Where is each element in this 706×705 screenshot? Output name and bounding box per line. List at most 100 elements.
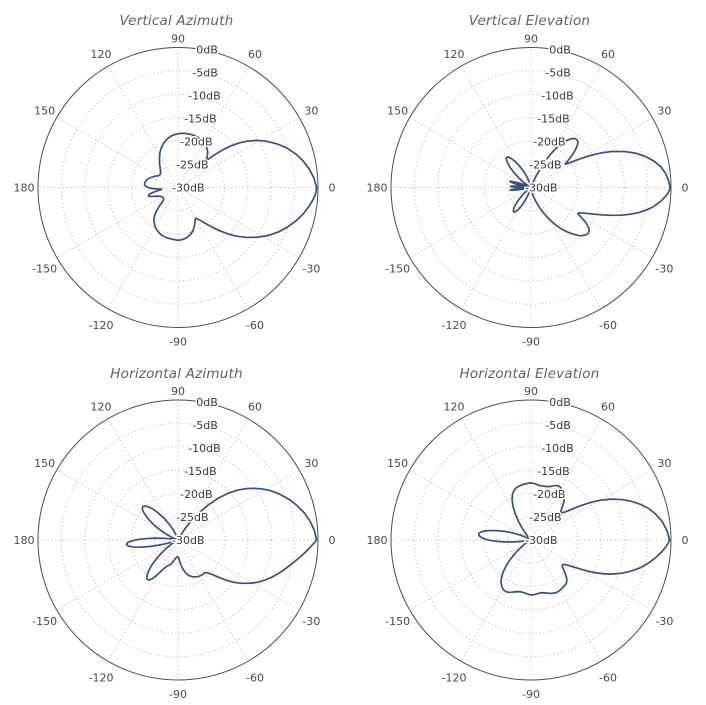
angle-tick-label: 120 [444, 48, 465, 61]
radial-gridlines [60, 422, 296, 658]
radial-tick-label: -25dB [529, 159, 562, 172]
polar-plot-horizontal-elevation: 0 30 60 90 120 150 180 -150 -120 -90 -60 -30 0dB -5dB… [367, 385, 689, 701]
radial-gridline [437, 93, 625, 282]
radial-tick-labels: 0dB -5dB -10dB -15dB -20dB -25dB -30dB [171, 42, 223, 196]
polar-plot-horizontal-azimuth: 0 30 60 90 120 150 180 -150 -120 -90 -60 -30 0dB -5dB… [14, 385, 336, 701]
angle-gridline [177, 66, 249, 188]
angle-tick-label: 120 [91, 48, 112, 61]
angle-gridline [409, 117, 532, 188]
radial-tick-label: -25dB [176, 159, 209, 172]
angle-tick-label: 0 [329, 182, 336, 195]
radial-tick-label: -15dB [184, 465, 217, 478]
angle-tick-label: 90 [171, 385, 185, 398]
angle-tick-label: -120 [442, 671, 467, 684]
angle-gridline [107, 187, 179, 309]
angle-tick-labels: 0 30 60 90 120 150 180 -150 -120 -90 -60 -30 [14, 385, 336, 701]
angle-tick-label: 60 [601, 401, 615, 414]
angle-tick-label: 60 [248, 48, 262, 61]
angle-tick-label: 120 [444, 401, 465, 414]
angle-gridline [530, 418, 602, 541]
chart-title-horizontal-elevation: Horizontal Elevation [459, 366, 600, 382]
angle-gridline [409, 469, 532, 541]
radial-gridline [130, 140, 226, 235]
angle-gridline [460, 187, 532, 309]
chart-horizontal-azimuth: Horizontal Azimuth 0 30 60 90 120 150 180 -150 -… [0, 353, 353, 705]
pattern-curve [143, 132, 318, 242]
angle-gridline [107, 539, 179, 662]
angle-tick-label: -150 [32, 263, 57, 276]
radial-gridline [507, 516, 555, 564]
polar-plot-vertical-azimuth: 0 30 60 90 120 150 180 -150 -120 -90 -60 -30 0dB -5dB… [14, 33, 336, 349]
radial-tick-label: -5dB [545, 67, 571, 80]
angle-tick-label: -90 [522, 688, 540, 701]
angle-gridline [409, 539, 532, 611]
radial-tick-label: -30dB [525, 534, 558, 547]
radial-tick-label: -15dB [537, 113, 570, 126]
angle-tick-label: -150 [385, 615, 410, 628]
angle-gridline [107, 66, 179, 188]
radial-gridline [60, 70, 296, 305]
radial-gridline [483, 140, 579, 235]
pattern-curve [505, 137, 671, 237]
angle-tick-label: 180 [367, 534, 388, 547]
radial-tick-label: -15dB [537, 465, 570, 478]
angle-tick-label: -120 [89, 671, 114, 684]
radial-gridline [437, 446, 625, 634]
radial-tick-label: -25dB [529, 511, 562, 524]
chart-title-vertical-elevation: Vertical Elevation [468, 13, 591, 29]
chart-title-vertical-azimuth: Vertical Azimuth [119, 13, 234, 29]
angle-gridline [177, 539, 249, 662]
angle-tick-label: 30 [657, 105, 671, 118]
angle-gridline [177, 117, 300, 188]
angle-tick-label: -120 [89, 319, 114, 332]
angle-tick-label: -120 [442, 319, 467, 332]
radial-tick-label: -30dB [172, 534, 205, 547]
angle-gridline [530, 539, 653, 611]
angle-tick-label: 30 [304, 105, 318, 118]
outer-ring [390, 47, 672, 328]
angle-gridline [177, 187, 300, 258]
angle-tick-label: 120 [91, 401, 112, 414]
radial-tick-label: -10dB [541, 90, 574, 103]
angle-tick-label: -150 [32, 615, 57, 628]
angle-gridline [530, 539, 602, 662]
angle-tick-label: 180 [367, 182, 388, 195]
angle-gridline [530, 187, 653, 258]
angle-tick-label: -60 [246, 671, 264, 684]
radial-gridline [154, 163, 202, 212]
radial-gridline [483, 492, 579, 588]
radial-tick-label: -30dB [172, 182, 205, 195]
angle-tick-label: 180 [14, 182, 35, 195]
radial-tick-labels: 0dB -5dB -10dB -15dB -20dB -25dB -30dB [524, 42, 576, 196]
angle-tick-labels: 0 30 60 90 120 150 180 -150 -120 -90 -60 -30 [367, 33, 689, 349]
radial-gridline [460, 469, 602, 611]
radial-gridline [130, 492, 226, 588]
angle-tick-label: -90 [169, 336, 187, 349]
radial-tick-label: -5dB [192, 419, 218, 432]
radial-tick-label: -10dB [188, 442, 221, 455]
angle-gridline [530, 187, 602, 309]
angle-tick-labels: 0 30 60 90 120 150 180 -150 -120 -90 -60 -30 [367, 385, 689, 701]
angle-gridline [56, 539, 179, 611]
angle-tick-label: -30 [655, 263, 673, 276]
chart-title-horizontal-azimuth: Horizontal Azimuth [110, 366, 243, 382]
angle-tick-label: -30 [302, 615, 320, 628]
radial-tick-label: -20dB [533, 136, 566, 149]
radial-gridline [507, 163, 555, 212]
angle-tick-label: 150 [34, 105, 55, 118]
angle-gridline [460, 539, 532, 662]
radial-tick-label: -5dB [545, 419, 571, 432]
radial-gridline [107, 117, 249, 258]
angle-tick-label: 60 [601, 48, 615, 61]
angle-tick-label: 0 [682, 534, 689, 547]
radial-gridline [84, 446, 272, 634]
radial-gridline [154, 516, 202, 564]
radial-tick-label: -5dB [192, 67, 218, 80]
radial-tick-label: 0dB [549, 396, 571, 409]
radial-gridline [107, 469, 249, 611]
chart-vertical-elevation: Vertical Elevation 0 30 60 90 120 150 180 -150 -… [353, 0, 706, 353]
chart-vertical-azimuth: Vertical Azimuth 0 30 60 90 120 150 180 -150 -12… [0, 0, 353, 353]
angle-gridline [56, 187, 179, 258]
radial-gridlines [60, 70, 296, 305]
